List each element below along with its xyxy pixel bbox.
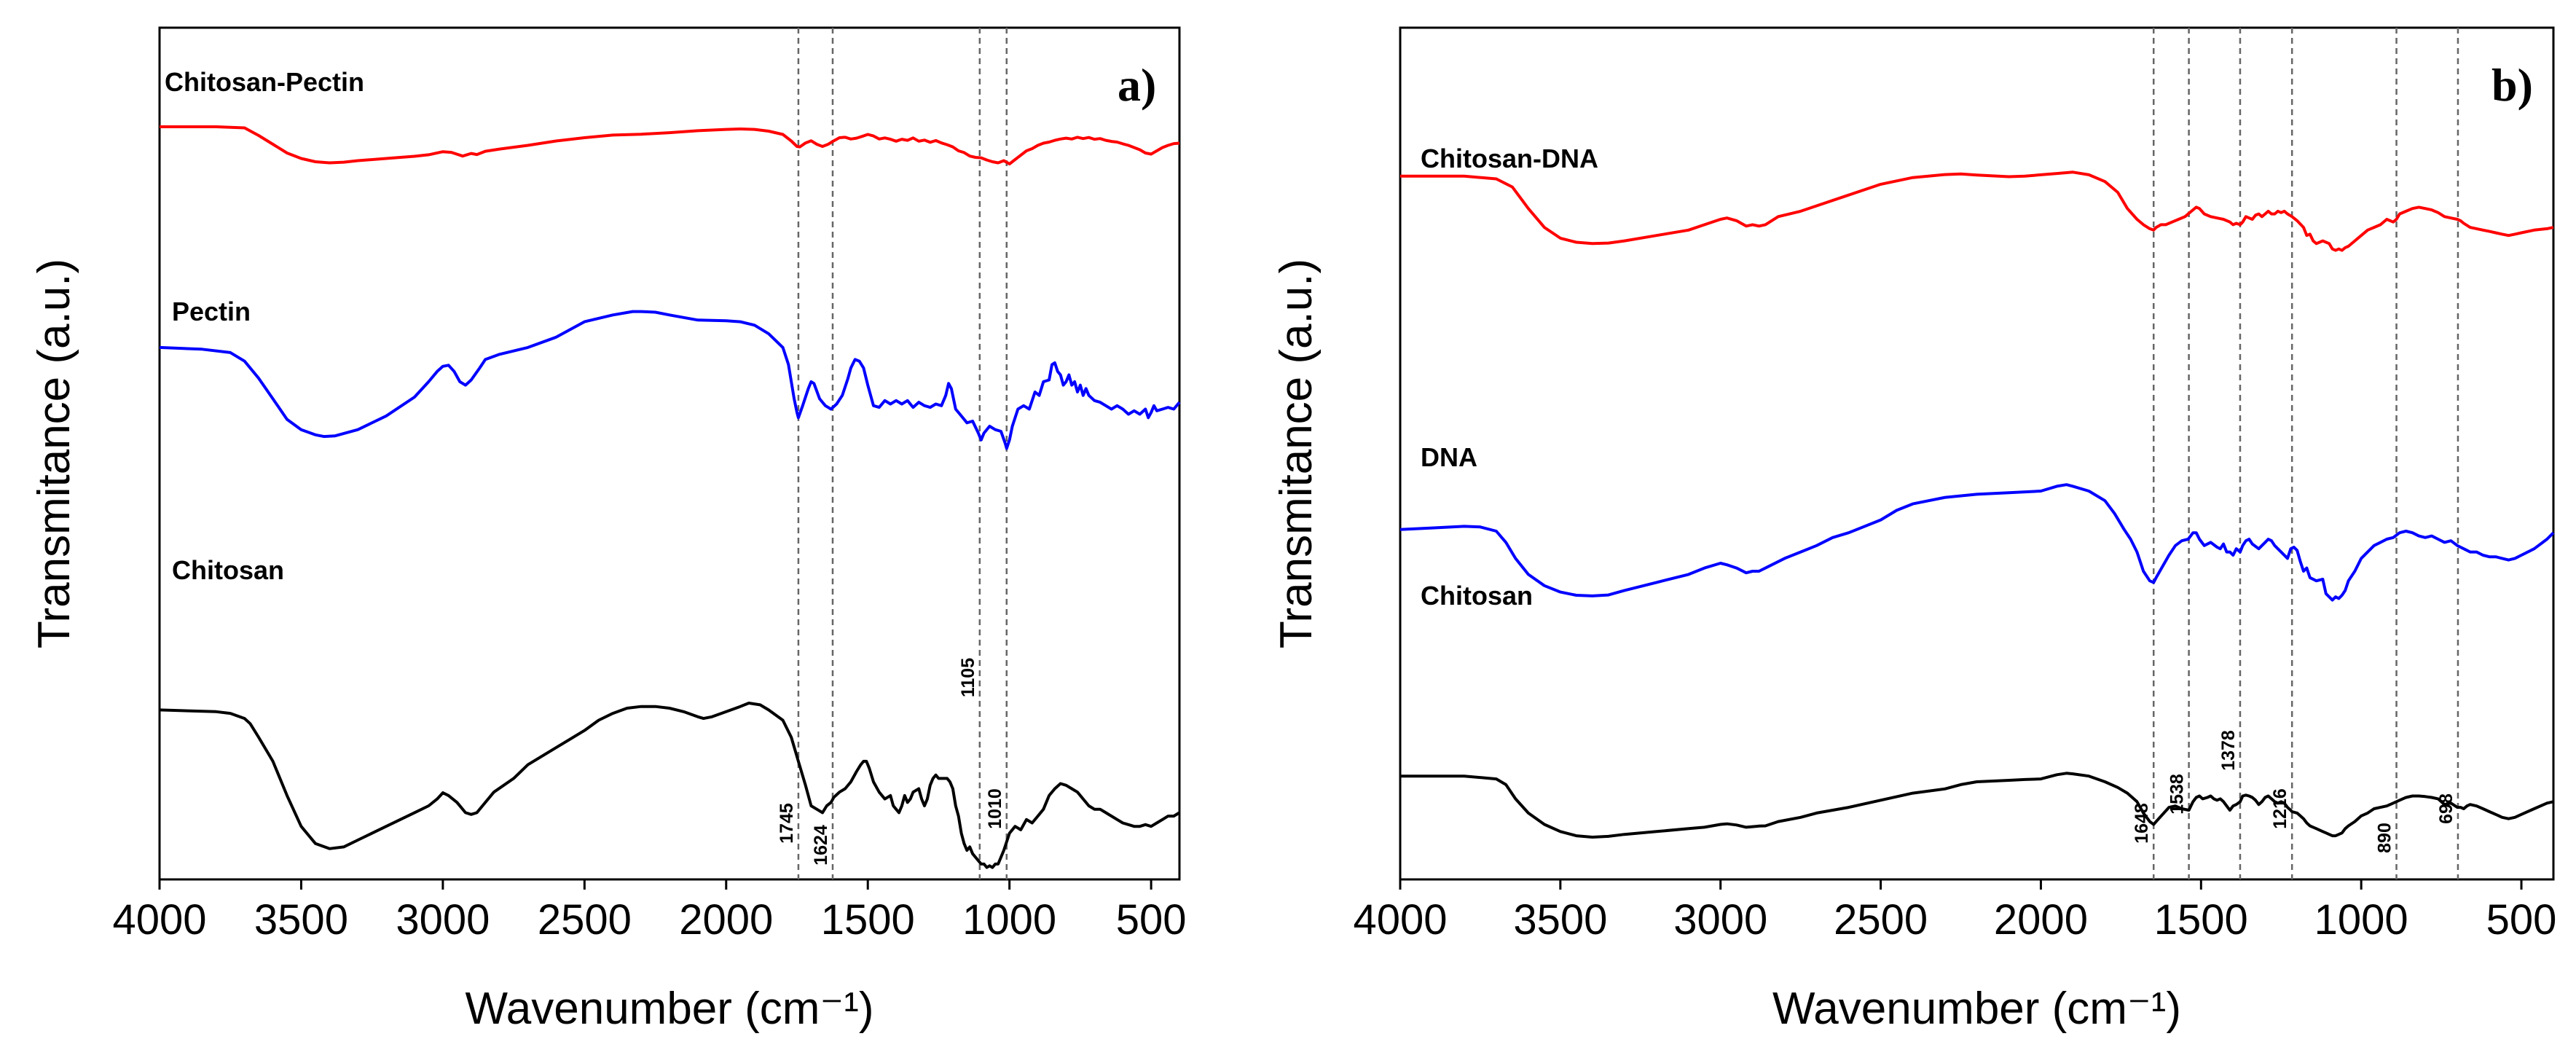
plot-frame <box>158 26 1181 881</box>
peak-label: 1105 <box>958 658 978 697</box>
x-tick-label: 2000 <box>679 896 773 944</box>
x-tick-label: 3500 <box>254 896 348 944</box>
x-tick-label: 2500 <box>1834 896 1928 944</box>
y-axis-title: Transmitance (a.u.) <box>29 259 79 648</box>
series-label: Pectin <box>172 297 251 326</box>
y-axis-title: Transmitance (a.u.) <box>1271 259 1322 648</box>
series-line-dna <box>1399 483 2555 602</box>
x-tick-label: 4000 <box>112 896 206 944</box>
x-axis-title: Wavenumber (cm⁻¹) <box>1772 984 2181 1034</box>
series-label: DNA <box>1421 442 1477 472</box>
peak-label: 890 <box>2375 823 2395 853</box>
series-line-chitosan <box>159 702 1181 869</box>
peak-label: 1624 <box>811 825 831 866</box>
panel-label: b) <box>2491 59 2533 111</box>
plot-frame <box>1399 26 2555 881</box>
x-tick-label: 3500 <box>1513 896 1607 944</box>
x-tick-label: 500 <box>2486 896 2557 944</box>
x-tick-label: 1000 <box>962 896 1056 944</box>
x-axis-title: Wavenumber (cm⁻¹) <box>466 984 874 1034</box>
peak-label: 1010 <box>985 788 1005 829</box>
x-tick-label: 1500 <box>2154 896 2248 944</box>
panel-label: a) <box>1118 59 1156 111</box>
peak-label: 1648 <box>2132 803 2152 844</box>
peak-label: 1745 <box>777 803 797 844</box>
peak-label: 1216 <box>2270 788 2290 829</box>
x-tick-label: 1000 <box>2314 896 2408 944</box>
series-line-chitosan-dna <box>1400 170 2554 252</box>
x-tick-label: 500 <box>1116 896 1187 944</box>
series-line-chitosan <box>1400 772 2554 839</box>
series-line-chitosan-pectin <box>160 125 1180 165</box>
x-tick-label: 3000 <box>1673 896 1767 944</box>
x-tick-label: 4000 <box>1353 896 1447 944</box>
series-label: Chitosan-Pectin <box>165 67 364 97</box>
panel-a-chart: 4000 3500 3000 2500 2000 1500 1000 500 Chitosan-… <box>29 26 1187 1034</box>
x-tick-label: 2000 <box>1994 896 2088 944</box>
panel-b-chart: 4000 3500 3000 2500 2000 1500 1000 500 Chitosan-… <box>1271 26 2557 1034</box>
peak-label: 1538 <box>2167 774 2188 815</box>
series-label: Chitosan <box>1421 581 1533 611</box>
peak-label: 698 <box>2436 793 2457 824</box>
series-label: Chitosan <box>172 555 284 585</box>
x-tick-label: 1500 <box>821 896 915 944</box>
peak-label: 1378 <box>2218 730 2239 771</box>
x-tick-label: 3000 <box>396 896 490 944</box>
x-tick-label: 2500 <box>538 896 632 944</box>
series-label: Chitosan-DNA <box>1421 144 1598 173</box>
series-line-pectin <box>159 310 1181 450</box>
